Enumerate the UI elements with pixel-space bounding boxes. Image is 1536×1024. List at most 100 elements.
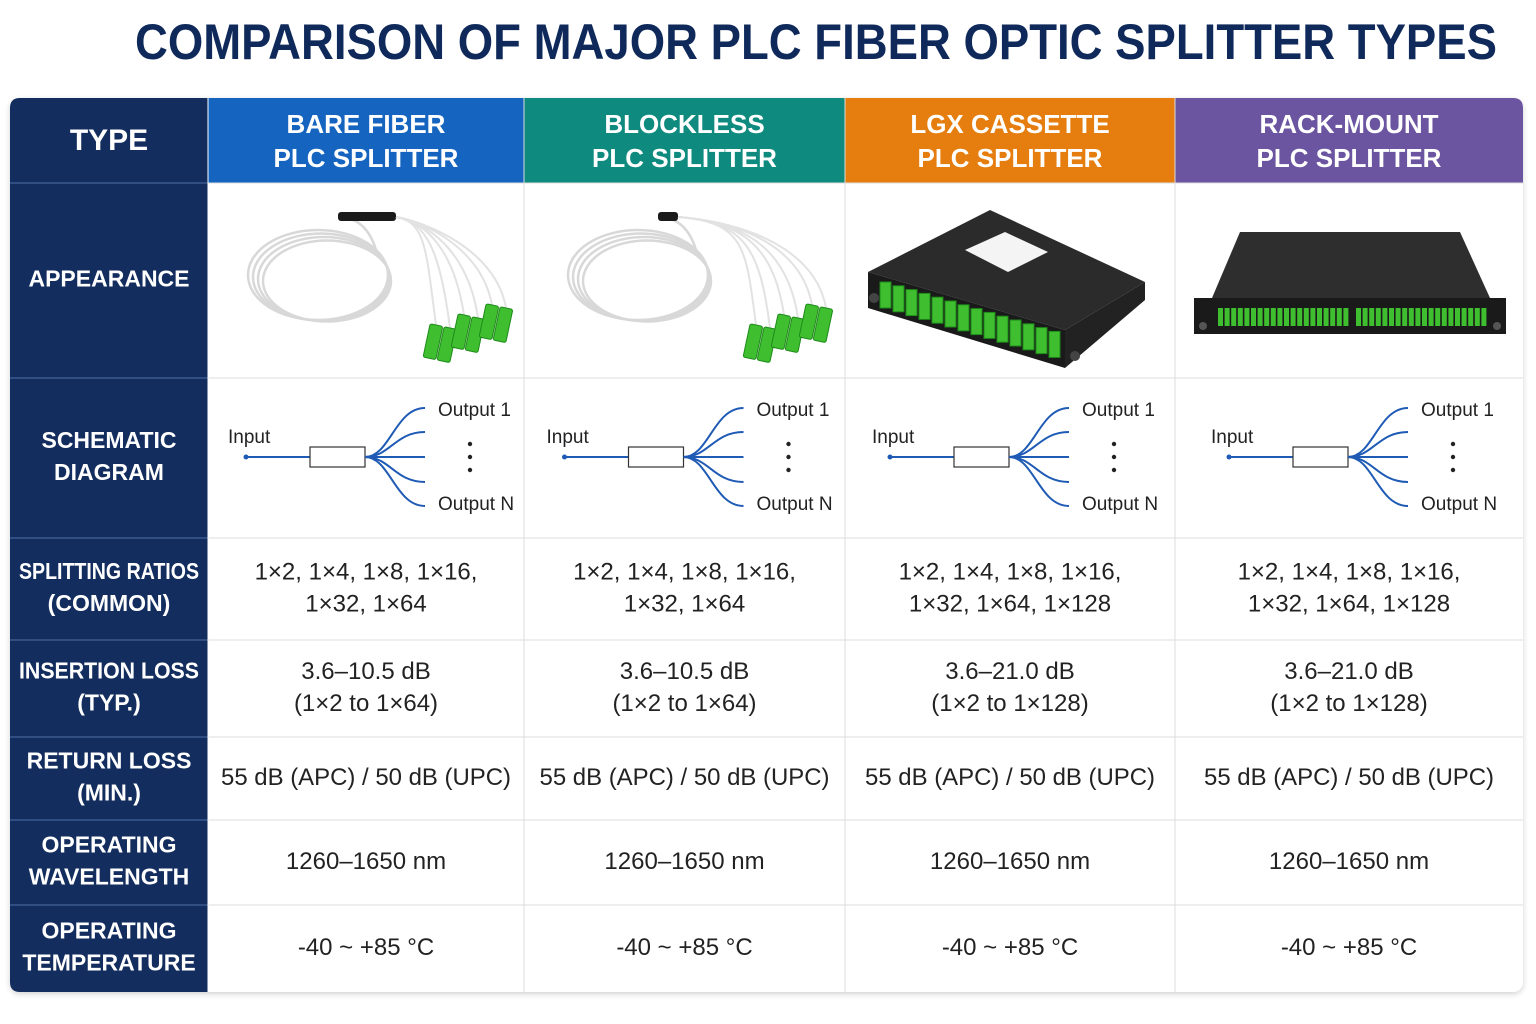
fiber-coil	[261, 239, 393, 323]
adapter-port	[1448, 308, 1454, 326]
cassette-label	[965, 232, 1048, 272]
splitter-box	[309, 446, 366, 468]
row-label: (COMMON)	[48, 590, 171, 616]
adapter-port	[1303, 308, 1309, 326]
schematic-input: Input	[872, 427, 915, 448]
cell-text: 55 dB (APC) / 50 dB (UPC)	[865, 764, 1155, 791]
adapter-port	[1415, 308, 1421, 326]
ellipsis-dot	[467, 441, 473, 447]
adapter-port	[1264, 308, 1270, 326]
header-label: TYPE	[70, 124, 148, 157]
adapter-port	[1310, 308, 1316, 326]
sc-connector	[478, 303, 499, 340]
product-illustration	[246, 212, 513, 363]
row-label: DIAGRAM	[54, 459, 164, 485]
row-label: SCHEMATIC	[41, 427, 176, 453]
cell-text: 1×32, 1×64, 1×128	[1248, 590, 1450, 617]
cell-text: -40 ~ +85 °C	[298, 934, 434, 961]
schematic-output: Output 1	[438, 400, 511, 421]
product-illustration	[868, 210, 1145, 368]
table-frame	[10, 98, 1523, 992]
adapter-port	[1382, 308, 1388, 326]
schematic-input: Input	[228, 427, 271, 448]
adapter-port	[1251, 308, 1256, 326]
adapter-port	[983, 311, 996, 339]
fiber	[395, 216, 507, 309]
adapter-port	[931, 296, 944, 324]
adapter-port	[1422, 308, 1427, 326]
header-cell	[524, 98, 845, 183]
row-label: RETURN LOSS	[27, 748, 192, 774]
ellipsis-dot	[1450, 441, 1456, 447]
splitter-box	[627, 446, 685, 468]
ellipsis-dot	[1111, 467, 1117, 473]
adapter-port	[1048, 330, 1061, 358]
adapter-port	[1231, 308, 1237, 326]
rack-top	[1212, 232, 1490, 298]
cassette-side	[1065, 282, 1145, 368]
adapter-port	[1290, 308, 1296, 326]
adapter-port	[1237, 308, 1243, 326]
column-header: PLC SPLITTER	[592, 143, 777, 173]
adapter-port	[996, 315, 1009, 343]
adapter-port	[1284, 308, 1289, 326]
cell-text: 1260–1650 nm	[930, 848, 1090, 875]
column-header: LGX CASSETTE	[910, 109, 1109, 139]
adapter-port	[1461, 308, 1467, 326]
ellipsis-dot	[1450, 467, 1456, 473]
column-header: PLC SPLITTER	[1257, 143, 1442, 173]
schematic-output: Output 1	[757, 400, 830, 421]
ellipsis-dot	[467, 467, 473, 473]
title: COMPARISON OF MAJOR PLC FIBER OPTIC SPLI…	[135, 14, 1497, 70]
cell-text: 3.6–10.5 dB	[620, 658, 749, 685]
splitter-tube	[658, 212, 678, 221]
splitter-box	[1292, 446, 1349, 468]
schematic-output: Output 1	[1421, 400, 1494, 421]
row-label: SPLITTING RATIOS	[19, 558, 199, 584]
splitter-box	[953, 446, 1010, 468]
fiber	[677, 216, 827, 309]
cell-text: 3.6–21.0 dB	[1284, 658, 1413, 685]
adapter-port	[1395, 308, 1401, 326]
adapter-port	[905, 289, 918, 317]
cell-text: (1×2 to 1×64)	[294, 690, 438, 717]
screw	[1199, 322, 1207, 330]
cell-text: 1×2, 1×4, 1×8, 1×16,	[255, 558, 478, 585]
schematic-output: Output N	[1421, 494, 1497, 515]
cell-text: 1×32, 1×64	[624, 590, 745, 617]
schematic-output: Output N	[438, 494, 514, 515]
screw	[869, 293, 879, 303]
column-header: RACK-MOUNT	[1259, 109, 1438, 139]
adapter-port	[1270, 308, 1276, 326]
cell-text: 55 dB (APC) / 50 dB (UPC)	[540, 764, 830, 791]
header-cell	[845, 98, 1175, 183]
sc-connector	[422, 323, 443, 360]
adapter-port	[944, 300, 957, 328]
adapter-port	[1218, 308, 1223, 326]
adapter-port	[1343, 308, 1349, 326]
adapter-port	[1441, 308, 1447, 326]
cell-text: -40 ~ +85 °C	[942, 934, 1078, 961]
output-fiber	[1008, 456, 1070, 507]
row-label: (TYP.)	[77, 690, 140, 716]
adapter-port	[918, 292, 931, 320]
adapter-port	[970, 308, 983, 336]
adapter-port	[1244, 308, 1250, 326]
schematic-output: Output N	[757, 494, 833, 515]
cell-text: 1260–1650 nm	[604, 848, 764, 875]
product-illustration	[566, 212, 833, 363]
cell-text: 3.6–10.5 dB	[301, 658, 430, 685]
cell-text: 1×32, 1×64	[305, 590, 426, 617]
cell-text: (1×2 to 1×128)	[1270, 690, 1427, 717]
row-label: TEMPERATURE	[22, 950, 195, 976]
adapter-port	[1224, 308, 1230, 326]
row-label: OPERATING	[41, 832, 176, 858]
header-cell	[208, 98, 524, 183]
cell-text: 1260–1650 nm	[286, 848, 446, 875]
row-label: WAVELENGTH	[29, 864, 190, 890]
cell-text: 1×32, 1×64, 1×128	[909, 590, 1111, 617]
screw	[1493, 322, 1501, 330]
schematic-input: Input	[547, 427, 590, 448]
